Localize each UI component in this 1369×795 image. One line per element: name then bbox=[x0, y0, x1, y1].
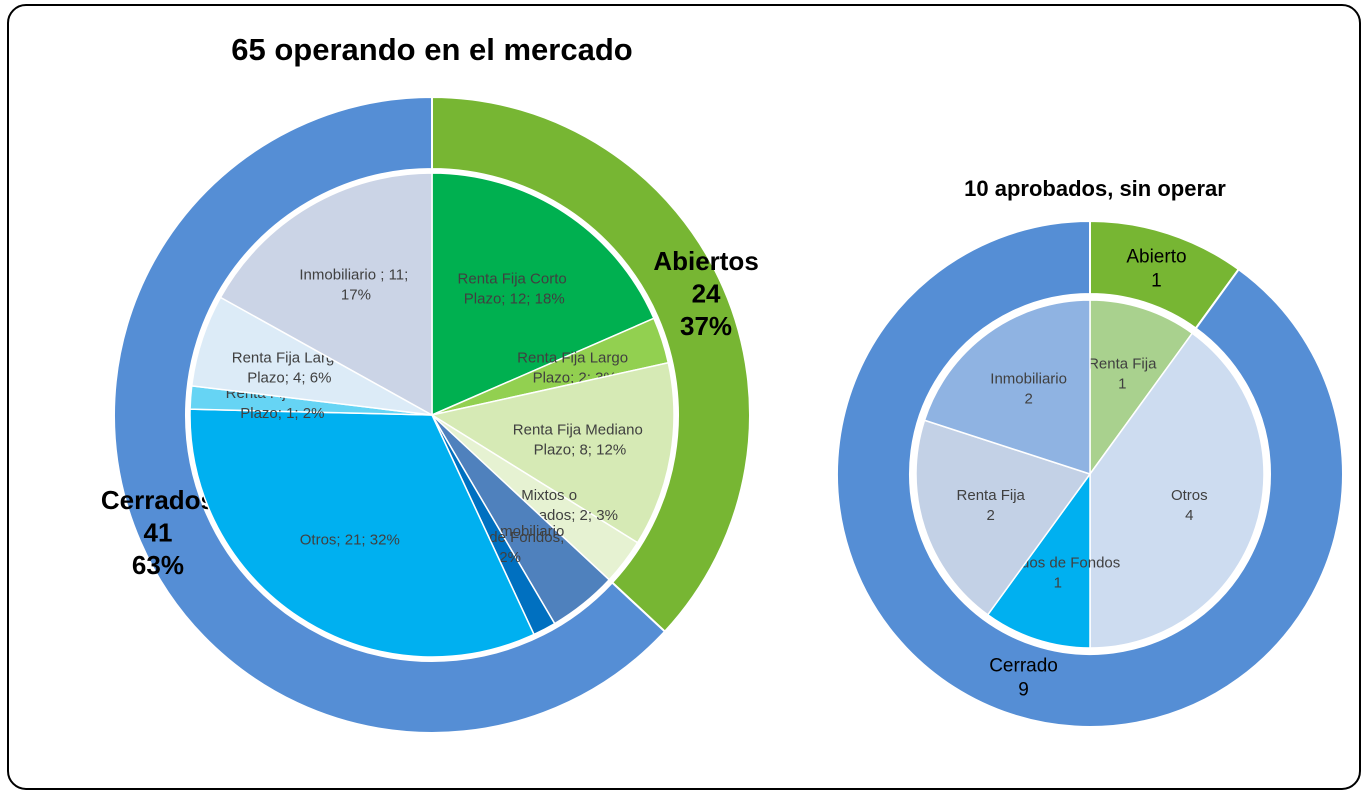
outer-label: 1 bbox=[1151, 270, 1162, 291]
label-line: Renta Fija Largo bbox=[517, 350, 632, 367]
label-line: Otros; 21; 32% bbox=[300, 531, 400, 548]
label-line: Renta Fija Largo bbox=[232, 350, 347, 367]
label-line: Inmobiliario ; 11; bbox=[299, 267, 412, 284]
label-line: Renta Fija Mediano bbox=[513, 421, 647, 438]
label-line: Mixtos o bbox=[521, 487, 581, 504]
inner-slice bbox=[430, 361, 675, 544]
slice-value: 4 bbox=[1185, 507, 1193, 524]
slice-label: Inmobiliario ; 11; 17% bbox=[299, 267, 412, 304]
outer-label: Cerrados bbox=[101, 485, 215, 515]
outer-label: Abiertos bbox=[653, 246, 758, 276]
inner-slice bbox=[915, 419, 1092, 616]
outer-label: Cerrado bbox=[989, 656, 1058, 677]
slice-label: Renta Fija Mediano Plazo; 8; 12% bbox=[513, 421, 647, 458]
outer-label: 63% bbox=[132, 550, 184, 580]
slice-value: 1 bbox=[1054, 574, 1062, 591]
slice-label: Renta Fija bbox=[957, 487, 1026, 504]
outer-label: 24 bbox=[692, 278, 721, 308]
outer-label: 9 bbox=[1018, 679, 1029, 700]
label-line: Plazo; 8; 12% bbox=[534, 441, 627, 458]
outer-label: Abierto bbox=[1126, 247, 1186, 268]
outer-label: 37% bbox=[680, 311, 732, 341]
inner-slice bbox=[219, 172, 433, 417]
slice-label: Renta Fija Largo Plazo; 4; 6% bbox=[232, 350, 347, 387]
outer-segment bbox=[431, 95, 751, 633]
label-line: Renta Fija Corto bbox=[458, 270, 571, 287]
inner-slice bbox=[986, 471, 1091, 649]
label-line: 17% bbox=[341, 287, 371, 304]
label-line: Plazo; 1; 2% bbox=[240, 405, 324, 422]
outer-label: 41 bbox=[143, 517, 172, 547]
inner-slice bbox=[1089, 299, 1194, 477]
slice-value: 2 bbox=[1024, 391, 1032, 408]
inner-slice bbox=[923, 299, 1091, 476]
outer-segment bbox=[836, 219, 1344, 728]
label-line: Inmobiliario bbox=[488, 523, 565, 540]
slice-label: Otros bbox=[1171, 487, 1208, 504]
slice-value: 2 bbox=[987, 507, 995, 524]
slice-label: Inmobiliario bbox=[488, 523, 565, 540]
label-line: Plazo; 4; 6% bbox=[247, 370, 331, 387]
inner-slice bbox=[1089, 332, 1265, 649]
slice-label: Inmobiliario bbox=[990, 371, 1067, 388]
outer-segment bbox=[113, 95, 667, 734]
slice-label: Renta Fija bbox=[1088, 356, 1157, 373]
chart-title: 65 operando en el mercado bbox=[231, 32, 632, 67]
inner-slice bbox=[189, 408, 535, 658]
slice-label: Renta Fija Corto Plazo; 12; 18% bbox=[458, 270, 571, 307]
inner-slice bbox=[431, 172, 655, 417]
label-line: Plazo; 12; 18% bbox=[464, 290, 565, 307]
slice-value: 1 bbox=[1118, 376, 1126, 393]
chart-title: 10 aprobados, sin operar bbox=[964, 176, 1226, 201]
slice-label: Otros; 21; 32% bbox=[300, 531, 400, 548]
